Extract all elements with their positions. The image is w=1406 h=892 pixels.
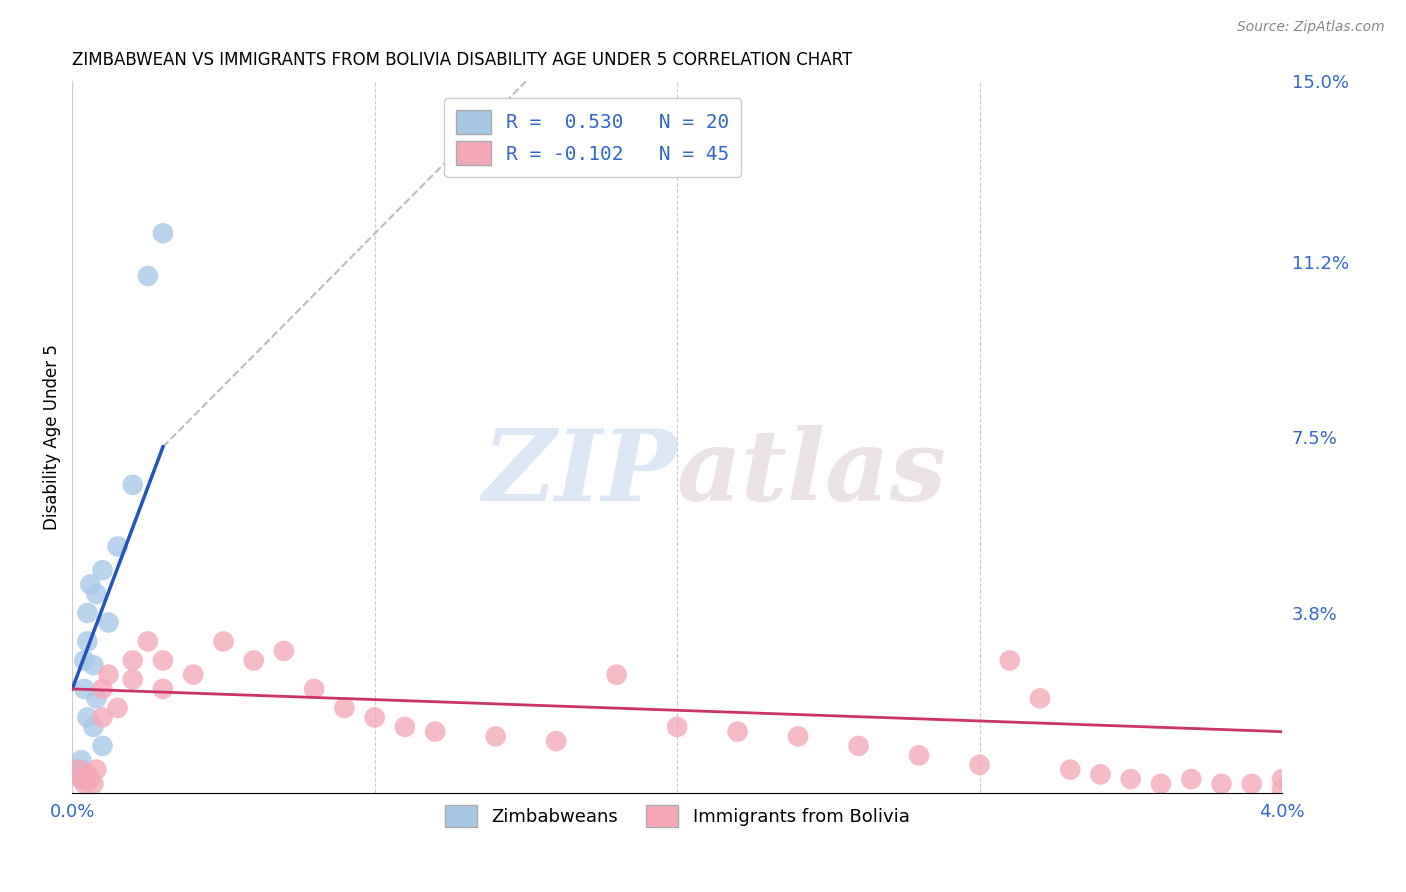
Point bbox=[97, 615, 120, 630]
Point bbox=[152, 681, 174, 696]
Point bbox=[91, 739, 114, 753]
Point bbox=[302, 681, 325, 696]
Point bbox=[848, 739, 870, 753]
Point bbox=[727, 724, 749, 739]
Point bbox=[97, 667, 120, 681]
Point bbox=[1029, 691, 1052, 706]
Text: Source: ZipAtlas.com: Source: ZipAtlas.com bbox=[1237, 20, 1385, 34]
Point bbox=[91, 681, 114, 696]
Point bbox=[70, 753, 93, 767]
Point bbox=[121, 653, 143, 667]
Point bbox=[70, 772, 93, 786]
Point bbox=[70, 763, 93, 777]
Point bbox=[91, 710, 114, 724]
Point bbox=[666, 720, 689, 734]
Point bbox=[212, 634, 235, 648]
Point bbox=[70, 772, 93, 786]
Point bbox=[394, 720, 416, 734]
Point bbox=[107, 701, 129, 715]
Point bbox=[82, 720, 104, 734]
Point bbox=[969, 757, 991, 772]
Point bbox=[485, 730, 508, 744]
Point bbox=[423, 724, 446, 739]
Point bbox=[73, 777, 96, 791]
Point bbox=[1240, 777, 1263, 791]
Point bbox=[73, 653, 96, 667]
Point bbox=[273, 644, 295, 658]
Point bbox=[1090, 767, 1112, 781]
Point bbox=[1059, 763, 1081, 777]
Point bbox=[73, 681, 96, 696]
Point bbox=[79, 772, 101, 786]
Point bbox=[242, 653, 264, 667]
Legend: Zimbabweans, Immigrants from Bolivia: Zimbabweans, Immigrants from Bolivia bbox=[437, 797, 917, 834]
Point bbox=[1180, 772, 1202, 786]
Point bbox=[121, 478, 143, 492]
Point bbox=[1119, 772, 1142, 786]
Point bbox=[152, 653, 174, 667]
Point bbox=[1211, 777, 1233, 791]
Point bbox=[82, 658, 104, 673]
Point bbox=[86, 691, 108, 706]
Point bbox=[136, 268, 159, 283]
Point bbox=[546, 734, 568, 748]
Text: ZIMBABWEAN VS IMMIGRANTS FROM BOLIVIA DISABILITY AGE UNDER 5 CORRELATION CHART: ZIMBABWEAN VS IMMIGRANTS FROM BOLIVIA DI… bbox=[72, 51, 852, 69]
Point bbox=[86, 763, 108, 777]
Point bbox=[76, 606, 98, 620]
Point bbox=[107, 540, 129, 554]
Point bbox=[1271, 772, 1294, 786]
Point bbox=[787, 730, 810, 744]
Text: atlas: atlas bbox=[678, 425, 948, 521]
Point bbox=[76, 767, 98, 781]
Point bbox=[76, 710, 98, 724]
Point bbox=[86, 587, 108, 601]
Point bbox=[121, 673, 143, 687]
Point bbox=[333, 701, 356, 715]
Point bbox=[606, 667, 628, 681]
Point bbox=[91, 563, 114, 577]
Point bbox=[363, 710, 385, 724]
Point bbox=[998, 653, 1021, 667]
Point bbox=[181, 667, 204, 681]
Y-axis label: Disability Age Under 5: Disability Age Under 5 bbox=[44, 344, 60, 530]
Point bbox=[67, 763, 90, 777]
Text: ZIP: ZIP bbox=[482, 425, 678, 521]
Point bbox=[136, 634, 159, 648]
Point bbox=[82, 777, 104, 791]
Point bbox=[908, 748, 931, 763]
Point bbox=[1150, 777, 1173, 791]
Point bbox=[152, 226, 174, 240]
Point bbox=[79, 577, 101, 591]
Point bbox=[76, 634, 98, 648]
Point bbox=[1271, 781, 1294, 796]
